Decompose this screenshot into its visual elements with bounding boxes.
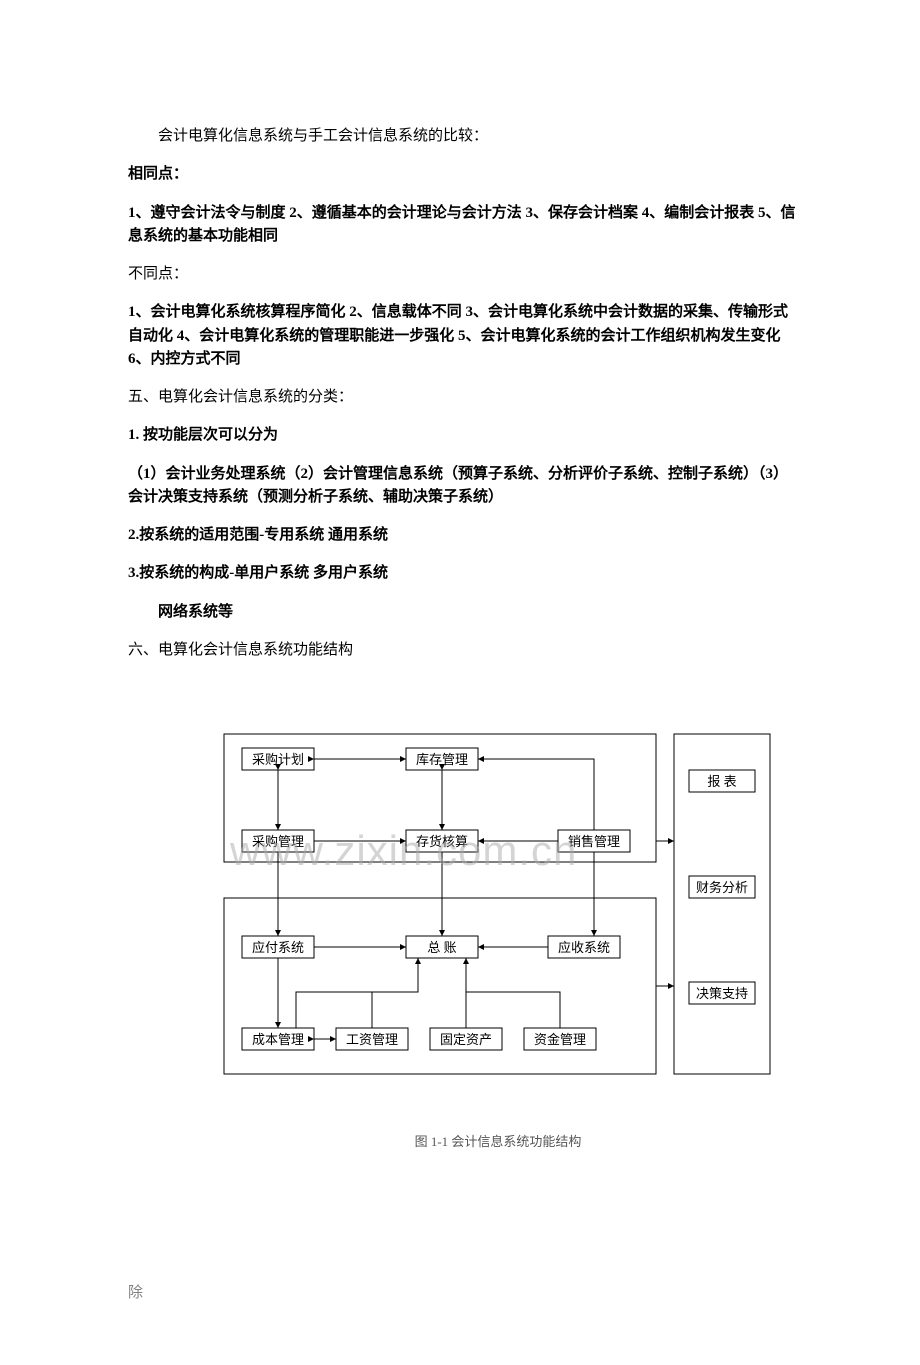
paragraph: 1. 按功能层次可以分为 bbox=[128, 424, 800, 447]
heading-struct: 六、电算化会计信息系统功能结构 bbox=[128, 639, 800, 662]
paragraph: 1、会计电算化系统核算程序简化 2、信息载体不同 3、会计电算化系统中会计数据的… bbox=[128, 301, 800, 371]
label-caigoujihua: 采购计划 bbox=[252, 752, 304, 767]
edge bbox=[478, 759, 594, 830]
page-content: 会计电算化信息系统与手工会计信息系统的比较： 相同点： 1、遵守会计法令与制度 … bbox=[0, 0, 920, 1365]
label-cunhuohesuan: 存货核算 bbox=[416, 834, 468, 849]
paragraph: 会计电算化信息系统与手工会计信息系统的比较： bbox=[128, 125, 800, 148]
paragraph: 1、遵守会计法令与制度 2、遵循基本的会计理论与会计方法 3、保存会计档案 4、… bbox=[128, 202, 800, 249]
label-juecezhichi: 决策支持 bbox=[696, 986, 748, 1001]
label-caigouguanli: 采购管理 bbox=[252, 834, 304, 849]
paragraph: 网络系统等 bbox=[128, 601, 800, 624]
heading-diff: 不同点： bbox=[128, 263, 800, 286]
flowchart-svg: 采购计划 库存管理 采购管理 存货核算 销售管理 应付系统 总 账 应收系统 成… bbox=[218, 722, 778, 1092]
diagram-caption: 图 1-1 会计信息系统功能结构 bbox=[218, 1132, 778, 1152]
edge bbox=[296, 992, 418, 1028]
label-zijinguanli: 资金管理 bbox=[534, 1032, 586, 1047]
label-yingfuxitong: 应付系统 bbox=[252, 940, 304, 955]
heading-same: 相同点： bbox=[128, 163, 800, 186]
label-caiwufenxi: 财务分析 bbox=[696, 880, 748, 895]
label-yingshouxitong: 应收系统 bbox=[558, 940, 610, 955]
paragraph: 3.按系统的构成-单用户系统 多用户系统 bbox=[128, 562, 800, 585]
label-xiaoshouguanli: 销售管理 bbox=[568, 834, 620, 849]
diagram-container: www.zixin.com.cn 采购计划 库存管理 采购管理 存货核算 销售管… bbox=[218, 722, 778, 1152]
paragraph-text: （1）会计业务处理系统（2）会计管理信息系统（预算子系统、分析评价子系统、控制子… bbox=[128, 466, 788, 505]
paragraph: 2.按系统的适用范围-专用系统 通用系统 bbox=[128, 524, 800, 547]
label-chengbenguanli: 成本管理 bbox=[252, 1032, 304, 1047]
label-zongzhang: 总 账 bbox=[427, 940, 456, 955]
label-kucunguanli: 库存管理 bbox=[416, 752, 468, 767]
label-gongziguanli: 工资管理 bbox=[346, 1032, 398, 1047]
edge bbox=[372, 958, 418, 1028]
edge bbox=[466, 992, 560, 1028]
heading-cat: 五、电算化会计信息系统的分类： bbox=[128, 386, 800, 409]
paragraph: （1）会计业务处理系统（2）会计管理信息系统（预算子系统、分析评价子系统、控制子… bbox=[128, 463, 800, 510]
label-baobiao: 报 表 bbox=[707, 774, 736, 789]
label-gudingzichan: 固定资产 bbox=[440, 1032, 492, 1047]
